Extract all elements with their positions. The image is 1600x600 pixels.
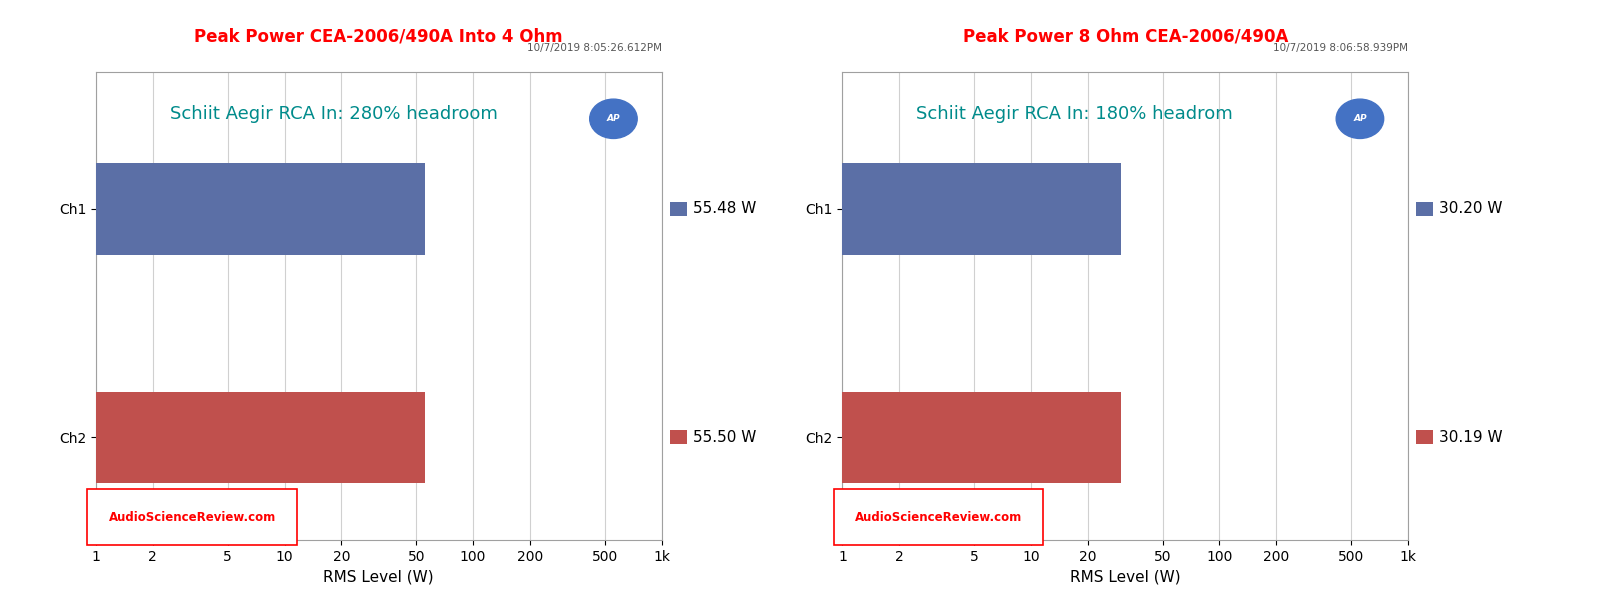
Text: 10/7/2019 8:05:26.612PM: 10/7/2019 8:05:26.612PM [526,43,661,53]
Bar [96,392,426,483]
Title: Peak Power CEA-2006/490A Into 4 Ohm: Peak Power CEA-2006/490A Into 4 Ohm [195,28,563,46]
FancyBboxPatch shape [670,430,686,444]
FancyBboxPatch shape [670,202,686,216]
Text: 30.19 W: 30.19 W [1438,430,1502,445]
Text: 55.50 W: 55.50 W [693,430,755,445]
X-axis label: RMS Level (W): RMS Level (W) [323,569,434,584]
Text: 55.48 W: 55.48 W [693,202,755,217]
Text: AudioScienceReview.com: AudioScienceReview.com [109,511,275,524]
Circle shape [590,99,637,139]
Text: Schiit Aegir RCA In: 280% headroom: Schiit Aegir RCA In: 280% headroom [170,105,498,123]
Bar [843,392,1122,483]
Text: 10/7/2019 8:06:58.939PM: 10/7/2019 8:06:58.939PM [1274,43,1408,53]
FancyBboxPatch shape [1416,430,1434,444]
FancyBboxPatch shape [1416,202,1434,216]
Bar [96,163,424,254]
X-axis label: RMS Level (W): RMS Level (W) [1070,569,1181,584]
Text: Schiit Aegir RCA In: 180% headrom: Schiit Aegir RCA In: 180% headrom [917,105,1232,123]
Text: AP: AP [1354,114,1366,124]
Text: 30.20 W: 30.20 W [1438,202,1502,217]
Circle shape [1336,99,1384,139]
Text: AudioScienceReview.com: AudioScienceReview.com [854,511,1022,524]
Title: Peak Power 8 Ohm CEA-2006/490A: Peak Power 8 Ohm CEA-2006/490A [963,28,1288,46]
Bar [843,163,1122,254]
Text: AP: AP [606,114,621,124]
